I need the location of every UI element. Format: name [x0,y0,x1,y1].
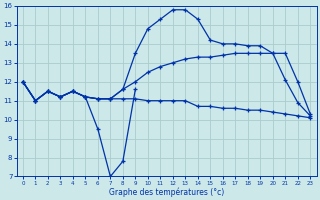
X-axis label: Graphe des températures (°c): Graphe des températures (°c) [109,187,224,197]
